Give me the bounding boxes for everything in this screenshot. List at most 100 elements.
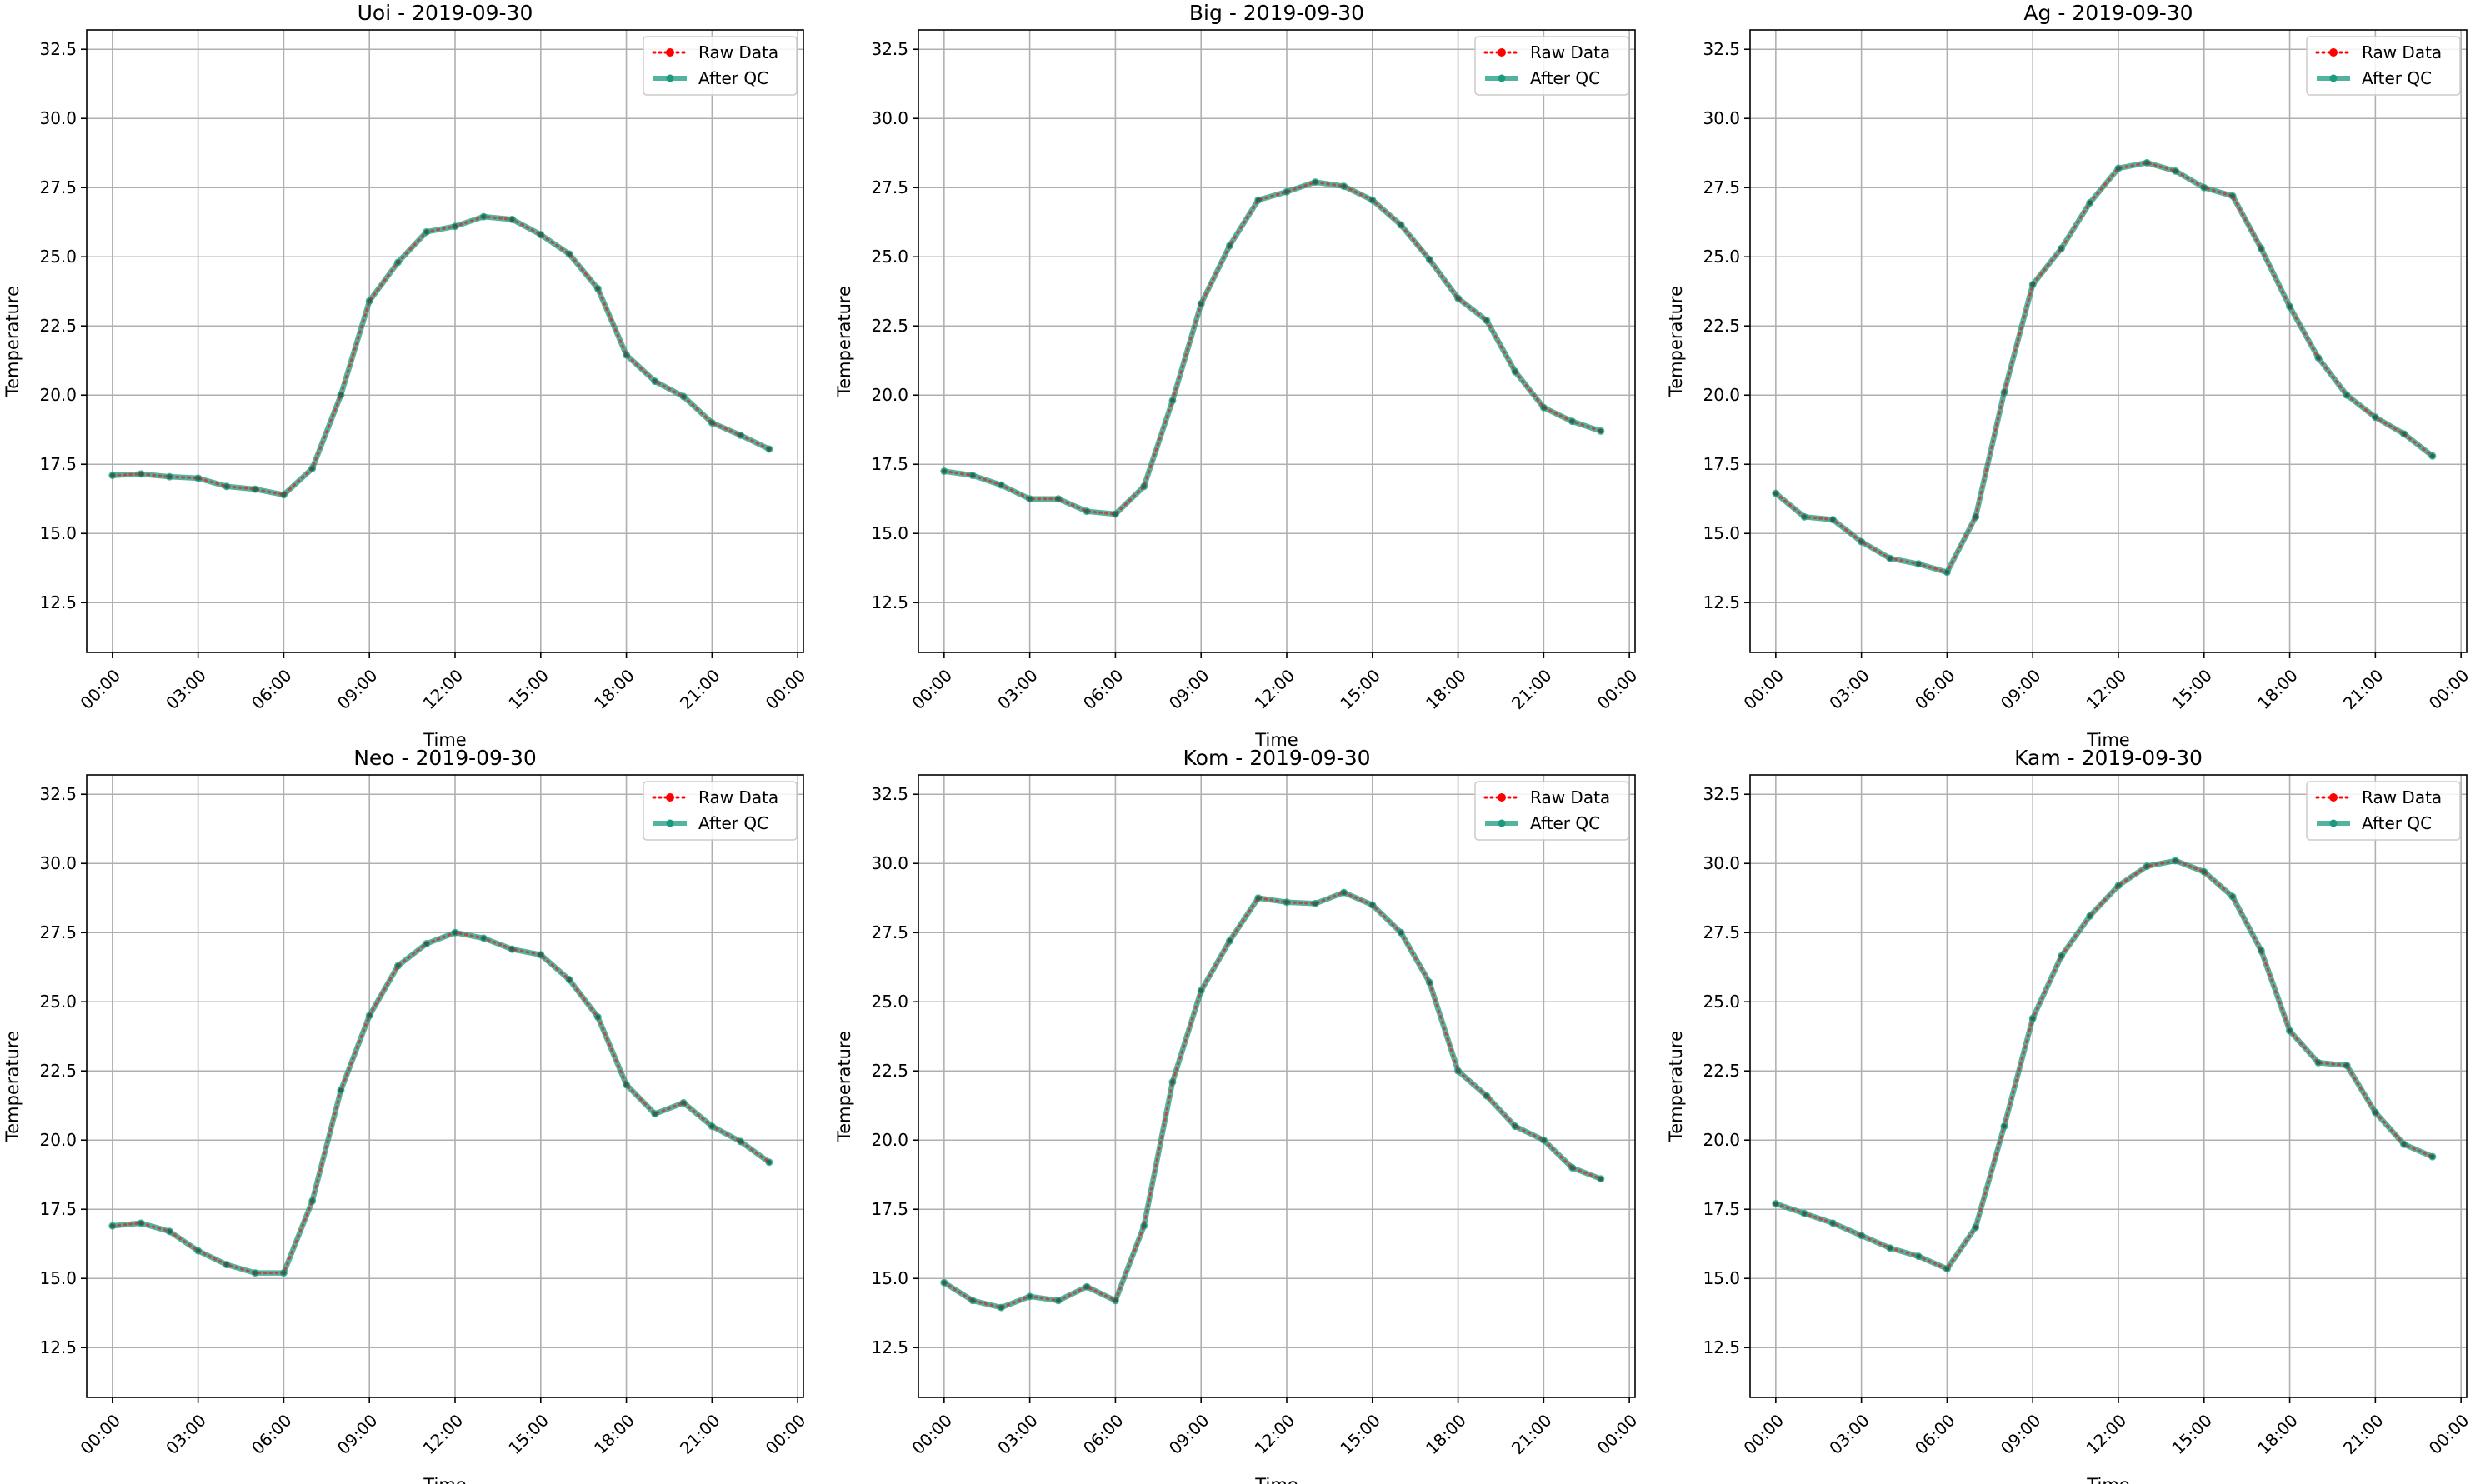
raw-data-point bbox=[2144, 160, 2150, 166]
raw-data-point bbox=[195, 1248, 201, 1253]
chart-panel-2: 12.5 15.0 17.5 20.0 22.5 25.0 27.5 30.0 32.5 00:0… bbox=[1666, 1, 2473, 750]
raw-data-point bbox=[538, 952, 543, 957]
raw-data-point bbox=[1198, 301, 1204, 307]
x-tick-label: 21:00 bbox=[676, 665, 724, 713]
x-tick-label: 12:00 bbox=[2083, 1410, 2131, 1458]
x-tick-label: 15:00 bbox=[2168, 665, 2216, 713]
raw-data-point bbox=[1170, 398, 1175, 403]
x-tick-label: 00:00 bbox=[2425, 1410, 2473, 1458]
x-tick-label: 18:00 bbox=[1422, 1410, 1470, 1458]
raw-data-point bbox=[998, 482, 1004, 487]
x-axis-label: Time bbox=[2086, 1475, 2129, 1484]
x-tick-label: 12:00 bbox=[2083, 665, 2131, 713]
raw-data-point bbox=[2373, 415, 2378, 420]
legend-marker-raw-data bbox=[2329, 48, 2338, 57]
raw-data-point bbox=[2316, 1060, 2321, 1066]
y-tick-label: 25.0 bbox=[39, 992, 77, 1012]
legend-label-after-qc: After QC bbox=[2362, 68, 2432, 88]
raw-data-point bbox=[1484, 1093, 1489, 1098]
x-tick-label: 00:00 bbox=[76, 1410, 124, 1458]
raw-data-point bbox=[1141, 484, 1147, 489]
legend-marker-raw-data bbox=[1498, 48, 1506, 57]
x-axis-label: Time bbox=[1254, 1475, 1298, 1484]
y-axis-label: Temperature bbox=[1666, 1031, 1686, 1142]
y-axis-label: Temperature bbox=[3, 286, 23, 397]
x-tick-label: 00:00 bbox=[1593, 1410, 1642, 1458]
x-tick-label: 21:00 bbox=[2339, 1410, 2388, 1458]
raw-data-point bbox=[709, 420, 715, 426]
y-tick-label: 15.0 bbox=[871, 523, 908, 543]
x-tick-label: 18:00 bbox=[590, 1410, 638, 1458]
x-tick-label: 12:00 bbox=[419, 1410, 468, 1458]
raw-data-point bbox=[453, 223, 458, 229]
raw-data-point bbox=[681, 394, 686, 399]
raw-data-point bbox=[2287, 304, 2293, 309]
y-tick-label: 17.5 bbox=[39, 454, 77, 474]
raw-data-point bbox=[567, 977, 572, 982]
x-tick-label: 00:00 bbox=[908, 1410, 956, 1458]
legend-marker-after-qc bbox=[666, 819, 674, 827]
y-tick-label: 22.5 bbox=[1703, 1061, 1740, 1081]
raw-data-point bbox=[395, 260, 401, 265]
x-tick-label: 15:00 bbox=[504, 665, 553, 713]
y-axis-label: Temperature bbox=[834, 286, 854, 397]
chart-title: Uoi - 2019-09-30 bbox=[358, 1, 533, 25]
raw-data-point bbox=[1569, 1165, 1575, 1171]
raw-data-point bbox=[2116, 883, 2121, 888]
legend: Raw Data After QC bbox=[1474, 781, 1629, 841]
raw-data-point bbox=[653, 1111, 658, 1117]
raw-data-point bbox=[538, 232, 543, 237]
y-tick-label: 22.5 bbox=[1703, 316, 1740, 336]
x-tick-label: 00:00 bbox=[1593, 665, 1642, 713]
raw-data-point bbox=[2344, 1062, 2349, 1068]
raw-data-point bbox=[395, 963, 401, 968]
raw-data-point bbox=[2258, 948, 2264, 953]
raw-data-point bbox=[1773, 1201, 1778, 1207]
x-tick-label: 03:00 bbox=[1825, 1410, 1873, 1458]
raw-data-point bbox=[2230, 193, 2235, 198]
plot-area bbox=[918, 775, 1635, 1397]
chart-panel-1: 12.5 15.0 17.5 20.0 22.5 25.0 27.5 30.0 32.5 00:0… bbox=[834, 1, 1641, 750]
y-tick-label: 15.0 bbox=[1703, 1268, 1740, 1288]
raw-data-point bbox=[1113, 512, 1118, 517]
series-line-raw-data bbox=[111, 931, 771, 1275]
y-tick-label: 17.5 bbox=[1703, 454, 1740, 474]
raw-data-point bbox=[738, 1139, 743, 1144]
legend-label-raw-data: Raw Data bbox=[1530, 42, 1610, 62]
raw-data-point bbox=[1227, 938, 1233, 943]
raw-data-point bbox=[2401, 431, 2407, 437]
chart-panel-3: 12.5 15.0 17.5 20.0 22.5 25.0 27.5 30.0 32.5 00:0… bbox=[3, 746, 809, 1484]
y-tick-label: 27.5 bbox=[39, 177, 77, 197]
raw-data-point bbox=[1198, 988, 1204, 993]
x-tick-label: 06:00 bbox=[1911, 665, 1959, 713]
x-tick-label: 06:00 bbox=[1079, 1410, 1128, 1458]
raw-data-point bbox=[681, 1100, 686, 1106]
raw-data-point bbox=[253, 1270, 258, 1276]
y-tick-label: 15.0 bbox=[39, 523, 77, 543]
raw-data-point bbox=[1141, 1223, 1147, 1228]
legend-label-raw-data: Raw Data bbox=[2362, 787, 2442, 807]
raw-data-point bbox=[595, 286, 601, 292]
raw-data-point bbox=[595, 1014, 601, 1020]
x-tick-label: 15:00 bbox=[504, 1410, 553, 1458]
raw-data-point bbox=[509, 217, 515, 222]
chart-panel-4: 12.5 15.0 17.5 20.0 22.5 25.0 27.5 30.0 32.5 00:0… bbox=[834, 746, 1641, 1484]
raw-data-point bbox=[2230, 894, 2235, 899]
raw-data-point bbox=[2087, 913, 2093, 919]
raw-data-point bbox=[1973, 1225, 1978, 1230]
y-tick-label: 22.5 bbox=[871, 1061, 908, 1081]
legend-marker-raw-data bbox=[666, 793, 674, 802]
y-tick-label: 12.5 bbox=[871, 1337, 908, 1357]
raw-data-point bbox=[1313, 901, 1318, 907]
axes-frame bbox=[86, 29, 804, 653]
y-tick-label: 15.0 bbox=[39, 1268, 77, 1288]
raw-data-point bbox=[1341, 183, 1347, 189]
x-tick-label: 03:00 bbox=[993, 1410, 1042, 1458]
raw-data-point bbox=[1056, 496, 1061, 502]
y-tick-label: 30.0 bbox=[39, 108, 77, 128]
raw-data-point bbox=[1455, 296, 1461, 301]
legend: Raw Data After QC bbox=[2306, 781, 2461, 841]
legend: Raw Data After QC bbox=[1474, 36, 1629, 96]
x-axis-label: Time bbox=[2086, 730, 2129, 750]
raw-data-point bbox=[167, 474, 173, 479]
